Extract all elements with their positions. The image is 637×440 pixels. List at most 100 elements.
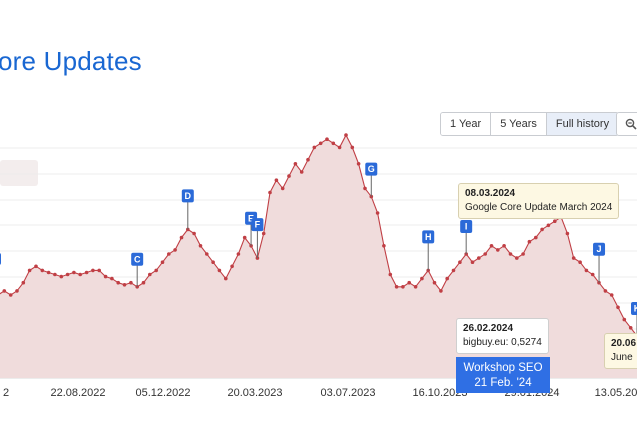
data-point [413,285,418,289]
chart-markers: CDEFGHIJKMNOP [0,162,637,336]
data-point [129,280,133,285]
x-tick-label: 20.03.2023 [227,387,282,399]
data-point [445,276,450,281]
data-point [122,283,127,287]
data-point [72,270,76,275]
data-point [34,264,38,269]
range-full-history-button[interactable]: Full history [546,113,619,135]
value-tooltip: 26.02.2024 bigbuy.eu: 0,5274 [456,318,549,354]
data-point [578,260,582,265]
range-1-year-button[interactable]: 1 Year [441,113,492,135]
data-point [148,272,152,277]
data-point [21,280,26,285]
data-point [331,141,336,146]
workshop-annotation[interactable]: Workshop SEO 21 Feb. '24 [456,357,550,393]
data-point [565,231,570,236]
data-point [546,223,551,228]
data-point [65,272,70,277]
marker-label-E: E [248,213,254,223]
marker-label-D: D [185,191,192,201]
marker-C [131,252,144,266]
data-point [420,276,424,281]
data-point [483,252,488,256]
data-point [527,239,532,244]
zoom-button[interactable] [616,112,637,136]
data-point [192,231,196,236]
data-point [540,227,544,232]
cut-tooltip-text: June [611,352,633,363]
data-point [344,133,348,137]
data-point [293,162,298,166]
marker-label-F: F [255,220,261,230]
x-tick-label: 16.10.2023 [412,387,467,399]
data-point [287,174,291,178]
data-point [325,137,329,141]
data-point [255,256,260,260]
marker-label-G: G [368,164,375,174]
data-point [205,252,209,256]
x-tick-label: 03.07.2023 [320,387,375,399]
data-point [116,280,120,285]
data-point [337,145,342,150]
data-point [299,170,304,174]
data-point [609,293,614,297]
x-tick-label: 2 [3,387,9,399]
data-point [426,268,431,273]
range-5-years-button[interactable]: 5 Years [491,113,547,135]
marker-I [460,220,473,233]
data-point [622,317,627,322]
cut-tooltip-date: 20.06 [611,338,637,349]
data-point [388,272,393,277]
marker-label-H: H [425,232,432,242]
core-update-tooltip-text: Google Core Update March 2024 [465,202,613,213]
data-point [217,268,222,273]
data-point [439,289,443,293]
data-point [515,256,519,260]
data-point [8,293,13,297]
data-point [160,260,165,265]
data-point [616,305,620,310]
data-point [211,260,215,265]
data-point [407,280,412,285]
data-point [590,272,595,277]
chart-series [0,133,637,378]
data-point [84,270,89,275]
faded-label-box [0,160,38,186]
value-tooltip-date: 26.02.2024 [463,323,514,334]
data-point [521,252,525,256]
data-point [53,272,57,277]
marker-K [631,302,637,315]
data-point [78,272,82,277]
marker-label-J: J [597,244,602,254]
x-tick-label: 22.08.2022 [50,387,105,399]
x-tick-label: 13.05.20 [595,387,637,399]
data-point [394,285,399,289]
data-point [382,244,386,248]
data-point [489,244,494,248]
x-tick-label: 05.12.2022 [135,387,190,399]
value-tooltip-text: bigbuy.eu: 0,5274 [463,337,542,348]
data-point [477,256,481,260]
marker-D [181,189,194,203]
data-point [432,280,437,285]
data-point [571,256,576,260]
core-update-tooltip-date: 08.03.2024 [465,188,516,199]
marker-G [365,162,378,176]
data-point [91,268,95,273]
marker-H [422,230,435,244]
data-point [2,289,7,293]
data-point [553,219,557,223]
core-update-tooltip: 08.03.2024 Google Core Update March 2024 [458,183,620,219]
data-point [242,235,247,240]
data-point [628,326,633,330]
data-point [236,252,241,256]
data-point [356,162,361,166]
data-point [401,285,405,289]
data-point [97,268,101,273]
data-point [198,244,203,248]
data-point [458,260,462,265]
data-point [141,280,146,285]
workshop-annotation-date: 21 Feb. '24 [474,377,532,389]
data-point [154,268,158,273]
workshop-annotation-title: Workshop SEO [463,362,543,374]
